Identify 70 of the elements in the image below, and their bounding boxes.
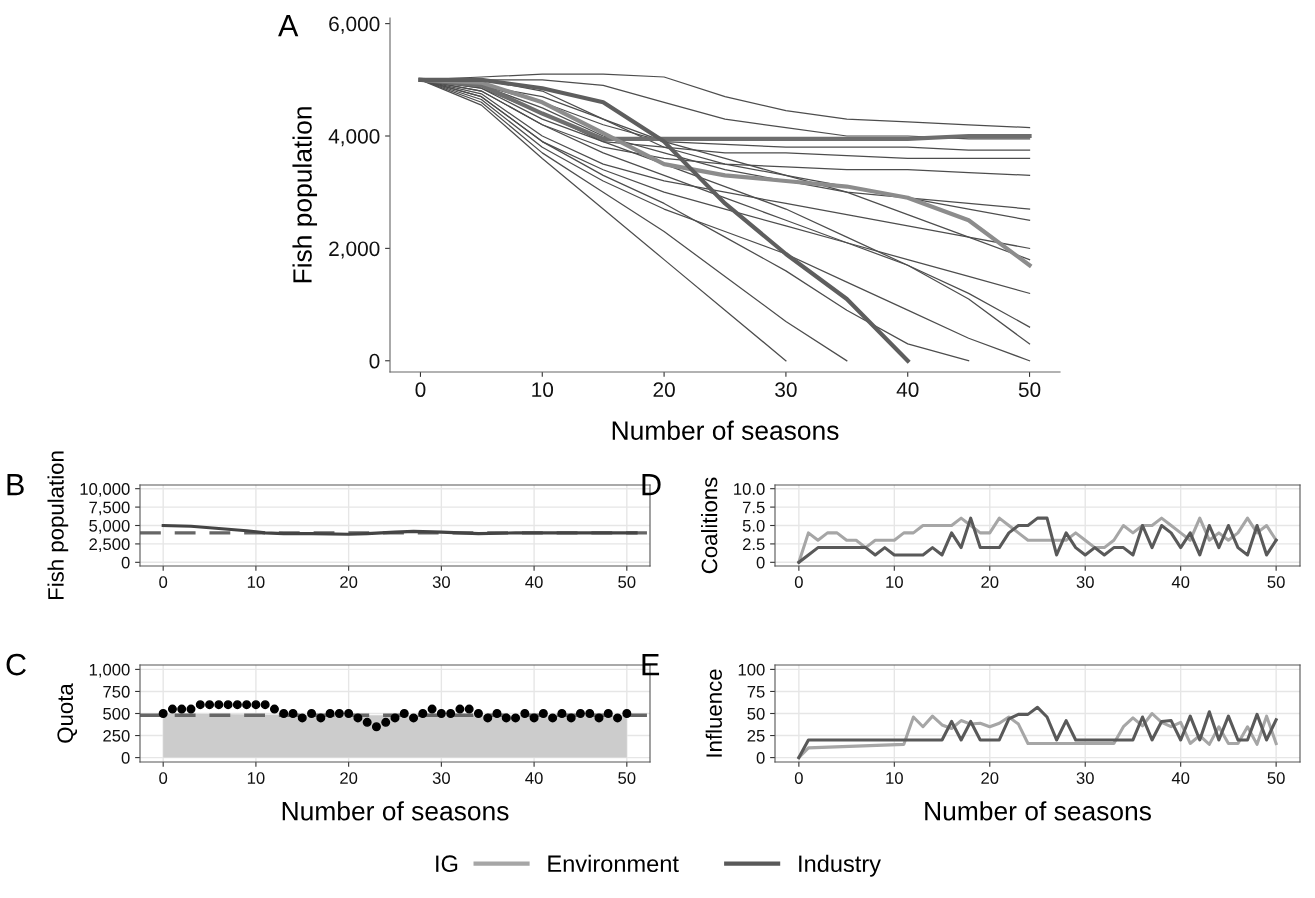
y-tick-label: 6,000 [329, 16, 380, 34]
x-tick-label: 10 [886, 772, 903, 784]
x-tick-label: 10 [247, 772, 265, 784]
x-tick-label: 40 [525, 576, 543, 588]
y-tick-label: 0 [756, 751, 765, 764]
x-tick-label: 50 [618, 576, 636, 588]
x-tick-label: 20 [981, 772, 999, 784]
x-tick-label: 10 [886, 576, 903, 588]
y-axis-title: Fish population [47, 451, 69, 600]
y-tick-label: 750 [103, 685, 130, 698]
y-tick-label: 2.5 [742, 538, 765, 551]
x-tick-label: 10 [532, 382, 554, 398]
y-tick-label: 0 [121, 556, 130, 569]
x-tick-label: 30 [775, 382, 797, 398]
x-tick-label: 50 [1267, 772, 1285, 784]
x-tick-label: 30 [432, 576, 450, 588]
y-axis-title: Fish population [292, 107, 318, 283]
legend-title: IG [436, 855, 458, 873]
chart-title: E [642, 654, 660, 676]
chart-title: D [642, 474, 661, 496]
y-tick-label: 75 [747, 686, 765, 698]
y-tick-label: 50 [747, 707, 765, 720]
x-axis-title: Number of seasons [282, 801, 509, 821]
x-tick-label: 50 [618, 772, 636, 784]
x-tick-label: 20 [340, 576, 358, 588]
y-tick-label: 0 [369, 353, 380, 369]
y-axis-title: Coalitions [701, 477, 718, 574]
x-tick-label: 20 [981, 576, 999, 588]
x-tick-label: 0 [794, 576, 803, 588]
x-tick-label: 50 [1018, 382, 1041, 398]
y-tick-label: 2,000 [329, 241, 380, 259]
y-tick-label: 7,500 [89, 501, 130, 516]
y-axis-title: Influence [705, 669, 722, 757]
x-tick-label: 20 [653, 382, 675, 398]
y-tick-label: 500 [103, 707, 130, 720]
x-tick-label: 0 [794, 772, 803, 784]
y-tick-label: 2,500 [89, 538, 130, 553]
y-tick-label: 25 [747, 729, 765, 742]
y-tick-label: 4,000 [328, 129, 380, 147]
x-axis-title: Number of seasons [925, 801, 1151, 821]
y-tick-label: 0 [121, 751, 130, 764]
y-tick-label: 250 [103, 729, 130, 742]
chart-title: B [7, 474, 24, 496]
x-tick-label: 0 [415, 382, 426, 398]
x-tick-label: 0 [159, 576, 168, 588]
x-axis-title: Number of seasons [612, 420, 839, 440]
legend-label: Environment [548, 854, 679, 873]
y-tick-label: 10.0 [734, 483, 765, 495]
y-tick-label: 10,000 [80, 483, 130, 497]
x-tick-label: 10 [247, 576, 265, 588]
x-tick-label: 0 [159, 772, 168, 784]
x-tick-label: 30 [1076, 576, 1094, 588]
x-tick-label: 20 [340, 772, 358, 784]
x-tick-label: 30 [432, 772, 450, 784]
x-tick-label: 40 [1171, 772, 1190, 784]
y-tick-label: 5,000 [89, 519, 130, 534]
legend-label: Industry [799, 854, 881, 877]
y-tick-label: 1,000 [89, 663, 130, 678]
x-tick-label: 40 [1171, 576, 1190, 588]
chart-title: A [278, 15, 299, 37]
y-tick-label: 0 [756, 556, 765, 569]
x-tick-label: 40 [525, 772, 543, 784]
y-tick-label: 100 [738, 663, 765, 676]
x-tick-label: 50 [1267, 576, 1285, 588]
y-tick-label: 7.5 [742, 501, 765, 514]
y-tick-label: 5.0 [742, 519, 765, 532]
x-tick-label: 40 [896, 382, 919, 398]
y-axis-title: Quota [57, 683, 78, 743]
chart-title: C [6, 653, 26, 676]
x-tick-label: 30 [1076, 772, 1094, 784]
